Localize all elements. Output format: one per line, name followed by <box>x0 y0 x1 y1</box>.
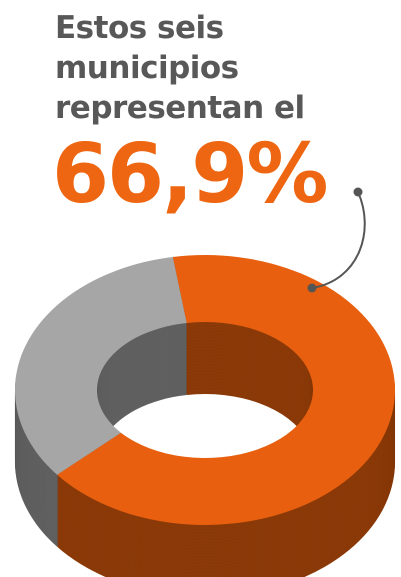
title-line: representan el <box>55 90 305 126</box>
value-label: 66,9% <box>52 127 326 222</box>
slice <box>57 255 395 525</box>
connector-dot <box>307 283 317 293</box>
title-line: Estos seis <box>55 10 224 46</box>
donut <box>14 255 396 577</box>
title-line: municipios <box>55 50 239 86</box>
connector-dot <box>353 187 363 197</box>
slice <box>14 256 187 475</box>
connector <box>311 191 366 289</box>
